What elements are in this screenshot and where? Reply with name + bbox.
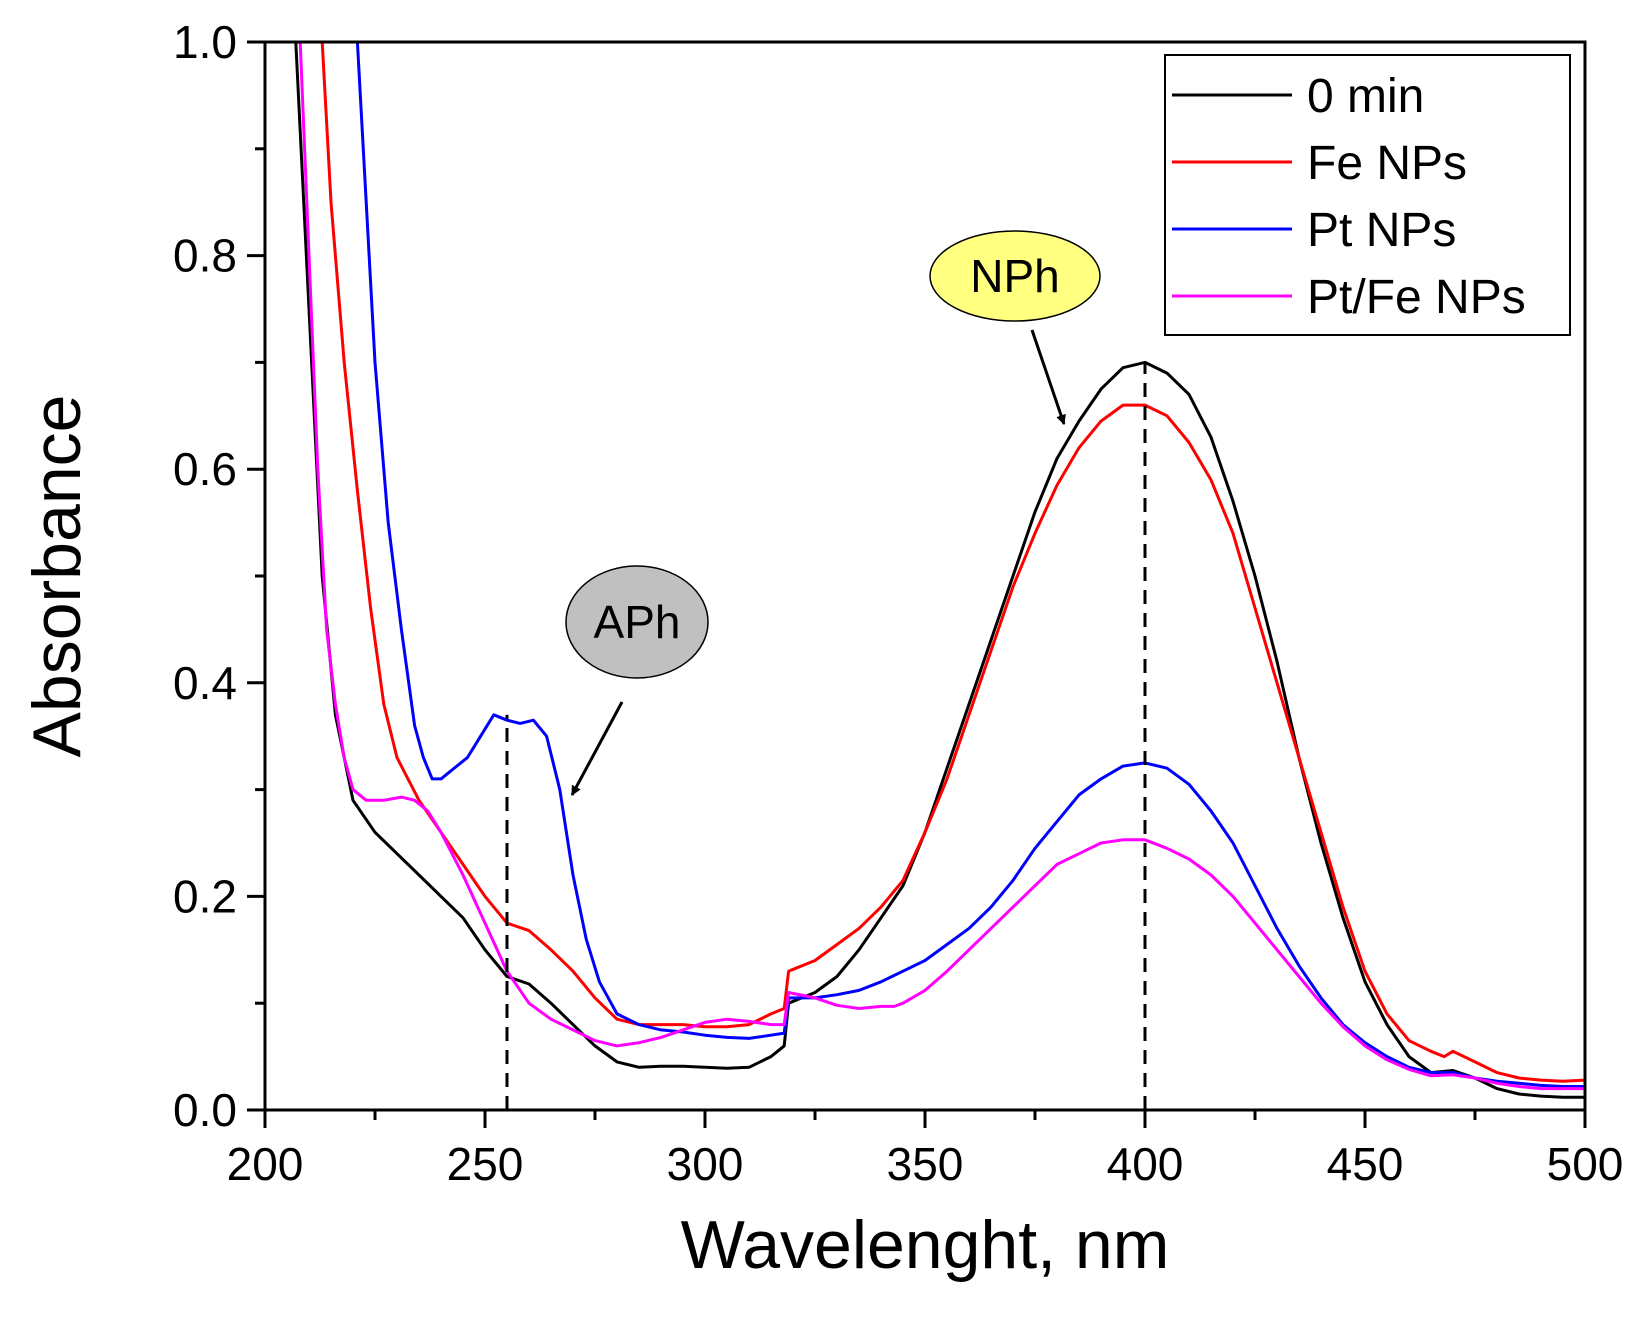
- x-tick-label: 250: [447, 1138, 524, 1190]
- x-tick-label: 350: [887, 1138, 964, 1190]
- y-tick-label: 0.4: [173, 657, 237, 709]
- y-tick-label: 0.2: [173, 870, 237, 922]
- nph-arrow: [1030, 329, 1066, 425]
- legend-box: [1164, 54, 1571, 336]
- annotations: NPh APh: [565, 230, 1101, 796]
- x-axis-ticks: 200 250 300 350 400 450 500: [227, 1110, 1624, 1190]
- series-line-3: [298, 42, 1585, 1091]
- y-axis-title: Absorbance: [19, 395, 95, 758]
- reference-lines: [505, 362, 1147, 1110]
- series-group: [294, 42, 1585, 1099]
- y-tick-label: 0.6: [173, 443, 237, 495]
- aph-label-bubble: [565, 565, 709, 679]
- x-axis-title: Wavelenght, nm: [681, 1207, 1170, 1283]
- y-tick-label: 1.0: [173, 16, 237, 68]
- legend-label: 0 min: [1307, 70, 1424, 123]
- x-tick-label: 300: [667, 1138, 744, 1190]
- aph-label: APh: [594, 596, 681, 648]
- legend: 0 min Fe NPs Pt NPs Pt/Fe NPs: [1164, 54, 1571, 336]
- y-tick-label: 0.8: [173, 230, 237, 282]
- x-tick-label: 200: [227, 1138, 304, 1190]
- y-tick-label: 0.0: [173, 1084, 237, 1136]
- nph-label: NPh: [970, 250, 1059, 302]
- x-tick-label: 450: [1327, 1138, 1404, 1190]
- nph-label-bubble: [929, 230, 1101, 322]
- series-line-1: [320, 42, 1585, 1083]
- x-tick-label: 400: [1107, 1138, 1184, 1190]
- legend-label: Pt NPs: [1307, 204, 1456, 257]
- legend-label: Fe NPs: [1307, 137, 1467, 190]
- y-axis-ticks: 0.0 0.2 0.4 0.6 0.8 1.0: [173, 16, 265, 1136]
- legend-label: Pt/Fe NPs: [1307, 271, 1526, 324]
- x-tick-label: 500: [1547, 1138, 1624, 1190]
- aph-arrow: [570, 701, 624, 796]
